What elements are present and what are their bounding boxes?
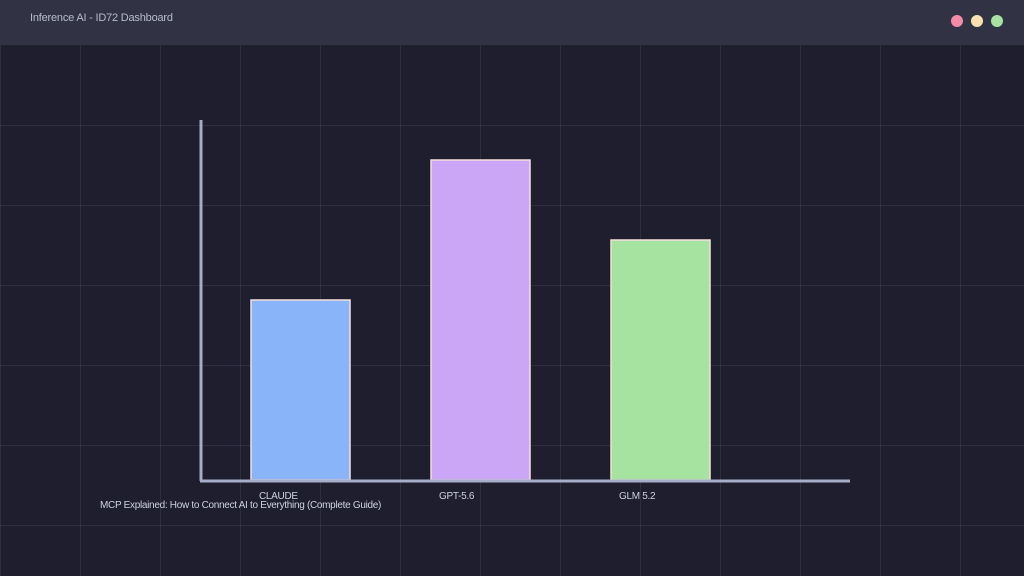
x-tick-label: GPT-5.6 — [439, 491, 475, 502]
close-control[interactable] — [951, 15, 963, 27]
bar-2 — [610, 239, 711, 481]
window-controls — [951, 15, 1003, 27]
x-tick-label: CLAUDE — [259, 491, 298, 502]
bar-1 — [430, 159, 531, 481]
window-title: Inference AI - ID72 Dashboard — [30, 12, 173, 24]
x-tick-label: GLM 5.2 — [619, 491, 656, 502]
bar-0 — [250, 299, 351, 481]
title-bar: Inference AI - ID72 Dashboard — [0, 0, 1024, 45]
maximize-control[interactable] — [991, 15, 1003, 27]
minimize-control[interactable] — [971, 15, 983, 27]
chart-caption: MCP Explained: How to Connect AI to Ever… — [100, 500, 382, 511]
